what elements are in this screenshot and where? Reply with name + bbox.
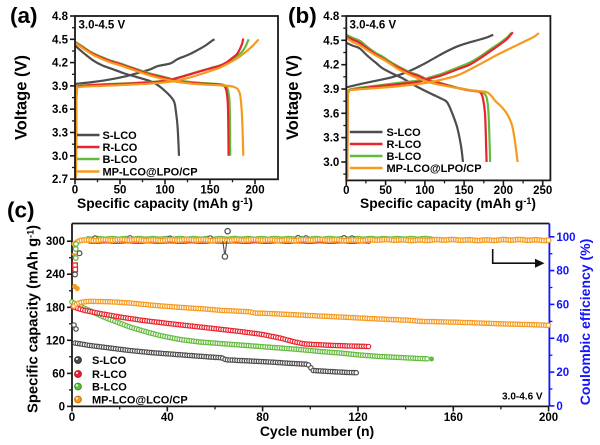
svg-text:240: 240 <box>46 269 65 281</box>
svg-text:4.8: 4.8 <box>52 11 69 23</box>
svg-text:3.0-4.6 V: 3.0-4.6 V <box>502 392 543 403</box>
svg-text:200: 200 <box>245 185 264 197</box>
svg-text:250: 250 <box>533 185 552 197</box>
svg-text:R-LCO: R-LCO <box>387 139 422 151</box>
svg-text:0: 0 <box>343 185 349 197</box>
svg-text:Voltage (V): Voltage (V) <box>13 55 31 140</box>
svg-text:100: 100 <box>155 185 174 197</box>
svg-text:200: 200 <box>494 185 513 197</box>
svg-text:(c): (c) <box>7 198 35 223</box>
svg-text:40: 40 <box>161 412 174 424</box>
svg-text:0: 0 <box>69 412 75 424</box>
svg-text:3.0-4.5 V: 3.0-4.5 V <box>79 20 126 32</box>
svg-text:Specific capacity (mAh g-1): Specific capacity (mAh g-1) <box>77 196 253 211</box>
svg-text:S-LCO: S-LCO <box>387 127 422 139</box>
svg-text:3.6: 3.6 <box>323 108 339 120</box>
svg-text:4.5: 4.5 <box>323 35 340 47</box>
svg-text:Specific capacity (mAh g-1): Specific capacity (mAh g-1) <box>26 225 42 413</box>
svg-text:60: 60 <box>556 299 569 311</box>
svg-text:100: 100 <box>415 185 434 197</box>
svg-text:MP-LCO@LPO/CP: MP-LCO@LPO/CP <box>103 166 198 178</box>
svg-text:3.0: 3.0 <box>323 157 339 169</box>
svg-text:3.3: 3.3 <box>323 133 339 145</box>
svg-text:3.3: 3.3 <box>52 128 68 140</box>
svg-text:150: 150 <box>200 185 219 197</box>
svg-text:MP-LCO@LPO/CP: MP-LCO@LPO/CP <box>387 163 482 175</box>
svg-text:100: 100 <box>556 232 575 244</box>
svg-text:R-LCO: R-LCO <box>92 369 127 381</box>
svg-text:50: 50 <box>114 185 127 197</box>
svg-text:300: 300 <box>46 236 65 248</box>
svg-text:180: 180 <box>46 302 65 314</box>
svg-text:150: 150 <box>455 185 474 197</box>
svg-text:3.9: 3.9 <box>323 84 339 96</box>
svg-text:60: 60 <box>52 368 65 380</box>
svg-text:3.0: 3.0 <box>52 151 68 163</box>
svg-text:20: 20 <box>556 367 569 379</box>
svg-text:3.9: 3.9 <box>52 81 68 93</box>
svg-text:B-LCO: B-LCO <box>92 382 127 394</box>
svg-text:40: 40 <box>556 333 569 345</box>
svg-text:MP-LCO@LCO/CP: MP-LCO@LCO/CP <box>92 395 188 407</box>
svg-text:Cycle number (n): Cycle number (n) <box>260 423 374 439</box>
svg-text:(a): (a) <box>10 3 38 28</box>
svg-text:4.8: 4.8 <box>323 11 340 23</box>
svg-text:4.2: 4.2 <box>323 60 339 72</box>
svg-text:4.2: 4.2 <box>52 58 68 70</box>
svg-text:80: 80 <box>556 266 569 278</box>
svg-text:50: 50 <box>379 185 392 197</box>
svg-text:0: 0 <box>72 185 78 197</box>
svg-text:Coulombic efficiency (%): Coulombic efficiency (%) <box>577 239 593 405</box>
svg-text:2.7: 2.7 <box>52 174 68 186</box>
svg-text:160: 160 <box>444 412 463 424</box>
svg-text:0: 0 <box>59 401 65 413</box>
svg-text:R-LCO: R-LCO <box>103 142 138 154</box>
svg-text:3.0-4.6 V: 3.0-4.6 V <box>350 20 397 32</box>
svg-text:Voltage (V): Voltage (V) <box>284 55 302 140</box>
svg-text:80: 80 <box>256 412 269 424</box>
svg-text:S-LCO: S-LCO <box>92 355 127 367</box>
svg-text:(b): (b) <box>288 3 317 28</box>
svg-text:Specific capacity (mAh g-1): Specific capacity (mAh g-1) <box>360 196 536 211</box>
svg-text:120: 120 <box>348 412 367 424</box>
svg-text:B-LCO: B-LCO <box>103 154 138 166</box>
svg-text:0: 0 <box>556 401 562 413</box>
svg-text:200: 200 <box>539 412 558 424</box>
svg-text:4.5: 4.5 <box>52 34 69 46</box>
svg-text:S-LCO: S-LCO <box>103 130 138 142</box>
svg-text:120: 120 <box>46 335 65 347</box>
svg-text:3.6: 3.6 <box>52 104 68 116</box>
svg-text:B-LCO: B-LCO <box>387 151 422 163</box>
